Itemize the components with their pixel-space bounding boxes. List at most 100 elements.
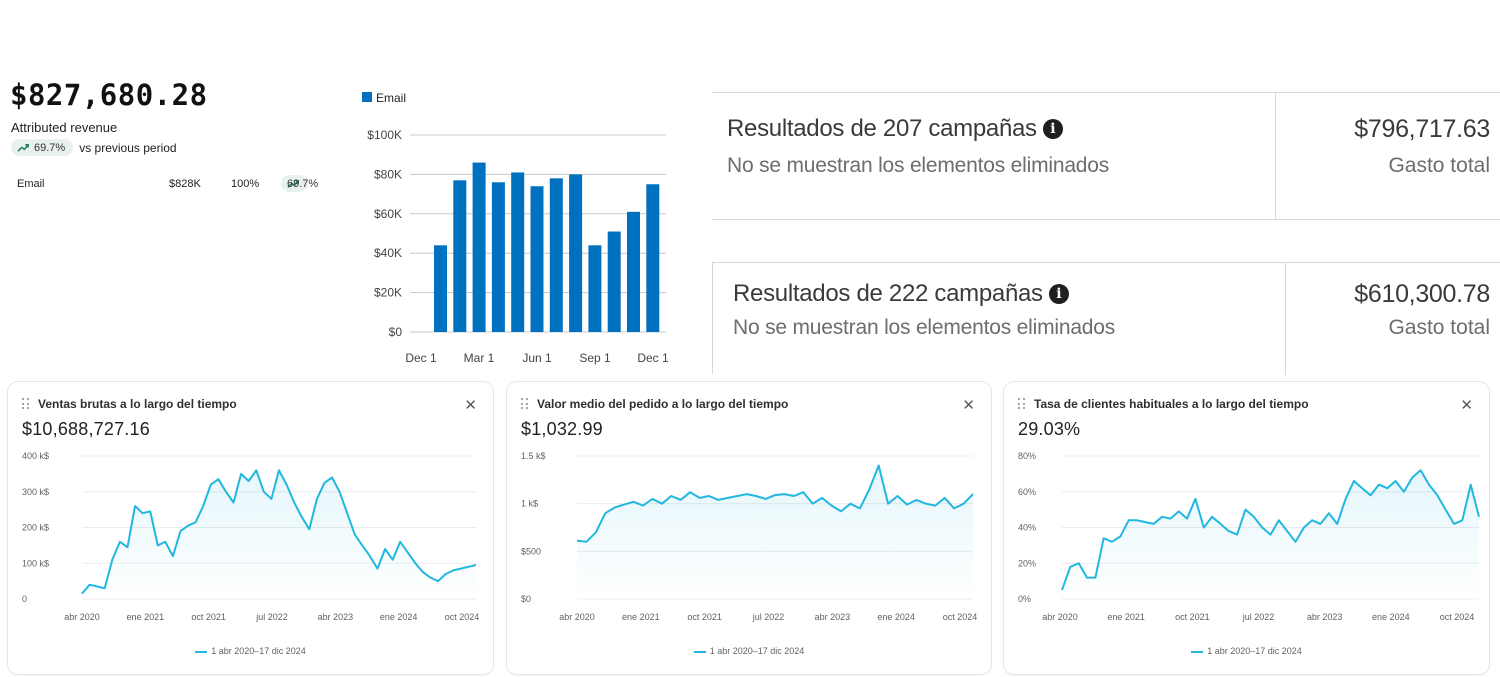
y-tick-label: $100K bbox=[367, 128, 402, 142]
divider bbox=[1285, 263, 1286, 375]
total-spend-amount: $796,717.63 bbox=[1354, 115, 1490, 143]
bar bbox=[627, 211, 640, 332]
bar bbox=[549, 178, 563, 332]
legend-label: Email bbox=[376, 91, 406, 105]
x-tick-label: ene 2021 bbox=[622, 612, 660, 622]
x-tick-label: oct 2021 bbox=[687, 612, 722, 622]
campaign-subtitle: No se muestran los elementos eliminados bbox=[733, 316, 1116, 339]
x-tick-label: abr 2020 bbox=[1042, 612, 1078, 622]
info-icon[interactable]: i bbox=[1048, 284, 1069, 304]
y-tick-label: 0% bbox=[1018, 594, 1031, 604]
x-tick-label: jul 2022 bbox=[1242, 612, 1275, 622]
series-line bbox=[1061, 469, 1480, 591]
trend-pct: 69.7% bbox=[34, 141, 66, 154]
drag-handle-icon[interactable] bbox=[1018, 398, 1026, 410]
email-revenue-bar-chart: Email $0 $20K $40K $60K $80K $100K Dec 1 Mar 1 Ju… bbox=[362, 91, 669, 365]
x-tick-label: ene 2021 bbox=[1107, 612, 1145, 622]
legend-line bbox=[693, 650, 706, 653]
trend-up-icon bbox=[287, 179, 299, 188]
channel-amount: $828K bbox=[169, 178, 201, 190]
y-tick-label: 200 k$ bbox=[22, 523, 49, 533]
revenue-trend-row: 69.7% vs previous period bbox=[11, 139, 177, 156]
x-tick-label: ene 2024 bbox=[877, 612, 915, 622]
channel-row-email: Email $828K 100% 69.7% bbox=[17, 175, 347, 197]
bar bbox=[472, 162, 486, 332]
legend-label: 1 abr 2020–17 dic 2024 bbox=[211, 646, 306, 656]
campaign-results-text: Resultados de 207 campañas bbox=[727, 115, 1037, 142]
attributed-revenue-total: $827,680.28 bbox=[10, 78, 208, 112]
channel-trend-pill: 69.7% bbox=[281, 175, 318, 192]
card-title: Valor medio del pedido a lo largo del ti… bbox=[537, 397, 789, 411]
y-tick-label: 1.5 k$ bbox=[521, 451, 546, 461]
y-tick-label: 80% bbox=[1018, 451, 1036, 461]
trend-text: vs previous period bbox=[79, 140, 177, 155]
campaign-summary-2: Resultados de 222 campañas i No se muest… bbox=[712, 262, 1500, 375]
card-ventas-brutas: Ventas brutas a lo largo del tiempo ✕ $1… bbox=[8, 382, 493, 674]
close-icon[interactable]: ✕ bbox=[962, 397, 975, 414]
legend-label: 1 abr 2020–17 dic 2024 bbox=[1207, 646, 1302, 656]
legend-swatch bbox=[362, 92, 372, 102]
y-tick-label: $40K bbox=[374, 246, 402, 260]
line-chart-valor-medio: $0 $500 1 k$ 1.5 k$ abr 2020 ene 2021 oct 2021… bbox=[521, 451, 978, 622]
x-tick-label: Dec 1 bbox=[405, 351, 437, 365]
x-tick-label: Sep 1 bbox=[579, 351, 611, 365]
close-icon[interactable]: ✕ bbox=[1460, 397, 1473, 414]
total-spend-label: Gasto total bbox=[1388, 154, 1490, 177]
bar bbox=[588, 245, 602, 332]
x-tick-label: abr 2020 bbox=[64, 612, 100, 622]
bar bbox=[569, 174, 583, 332]
drag-handle-icon[interactable] bbox=[521, 398, 529, 410]
y-tick-label: $0 bbox=[521, 594, 531, 604]
y-tick-label: 0 bbox=[22, 594, 27, 604]
series-line bbox=[576, 464, 974, 543]
total-spend-label: Gasto total bbox=[1388, 316, 1490, 339]
x-tick-label: oct 2024 bbox=[1440, 612, 1475, 622]
y-tick-label: $60K bbox=[374, 207, 402, 221]
line-chart-tasa-clientes: 0% 20% 40% 60% 80% abr 2020 ene 2021 oct 2021 ju… bbox=[1018, 451, 1480, 622]
channel-name: Email bbox=[17, 178, 45, 190]
y-tick-label: 40% bbox=[1018, 523, 1036, 533]
legend-label: 1 abr 2020–17 dic 2024 bbox=[709, 646, 805, 656]
x-tick-label: ene 2021 bbox=[127, 612, 165, 622]
trend-pill: 69.7% bbox=[11, 139, 74, 156]
bar bbox=[453, 180, 467, 332]
card-valor-medio: Valor medio del pedido a lo largo del ti… bbox=[507, 382, 991, 674]
trend-up-icon bbox=[17, 143, 29, 152]
campaign-results-text: Resultados de 222 campañas bbox=[733, 280, 1043, 307]
close-icon[interactable]: ✕ bbox=[464, 397, 477, 414]
card-total: $1,032.99 bbox=[521, 419, 603, 439]
card-total: $10,688,727.16 bbox=[22, 419, 150, 439]
x-tick-label: Mar 1 bbox=[464, 351, 495, 365]
chart-legend: 1 abr 2020–17 dic 2024 bbox=[8, 646, 493, 656]
x-tick-label: ene 2024 bbox=[380, 612, 418, 622]
x-tick-label: Jun 1 bbox=[522, 351, 552, 365]
area-fill bbox=[577, 465, 973, 599]
y-tick-label: 100 k$ bbox=[22, 558, 49, 568]
y-tick-label: $0 bbox=[389, 325, 403, 339]
y-tick-label: 400 k$ bbox=[22, 451, 49, 461]
chart-legend: 1 abr 2020–17 dic 2024 bbox=[507, 646, 991, 656]
x-tick-label: abr 2023 bbox=[318, 612, 354, 622]
drag-handle-icon[interactable] bbox=[22, 398, 30, 410]
campaign-results-title: Resultados de 222 campañas i bbox=[733, 280, 1069, 308]
x-tick-label: Dec 1 bbox=[637, 351, 669, 365]
y-tick-label: 60% bbox=[1018, 487, 1036, 497]
info-icon[interactable]: i bbox=[1042, 119, 1063, 139]
bar bbox=[511, 172, 525, 332]
x-tick-label: jul 2022 bbox=[752, 612, 785, 622]
bar bbox=[530, 186, 544, 332]
x-tick-label: oct 2024 bbox=[943, 612, 978, 622]
legend-line bbox=[195, 650, 208, 653]
y-tick-label: $80K bbox=[374, 167, 402, 181]
bar bbox=[646, 184, 660, 332]
x-tick-label: abr 2020 bbox=[559, 612, 595, 622]
x-tick-label: oct 2021 bbox=[191, 612, 226, 622]
y-tick-label: 300 k$ bbox=[22, 487, 49, 497]
x-tick-label: jul 2022 bbox=[255, 612, 288, 622]
y-tick-label: 1 k$ bbox=[521, 499, 538, 509]
attributed-revenue-label: Attributed revenue bbox=[11, 120, 118, 135]
area-fill bbox=[82, 470, 476, 599]
x-tick-label: oct 2021 bbox=[1175, 612, 1210, 622]
campaign-results-title: Resultados de 207 campañas i bbox=[727, 115, 1063, 143]
channel-trend-pct: 69.7% bbox=[287, 178, 319, 190]
